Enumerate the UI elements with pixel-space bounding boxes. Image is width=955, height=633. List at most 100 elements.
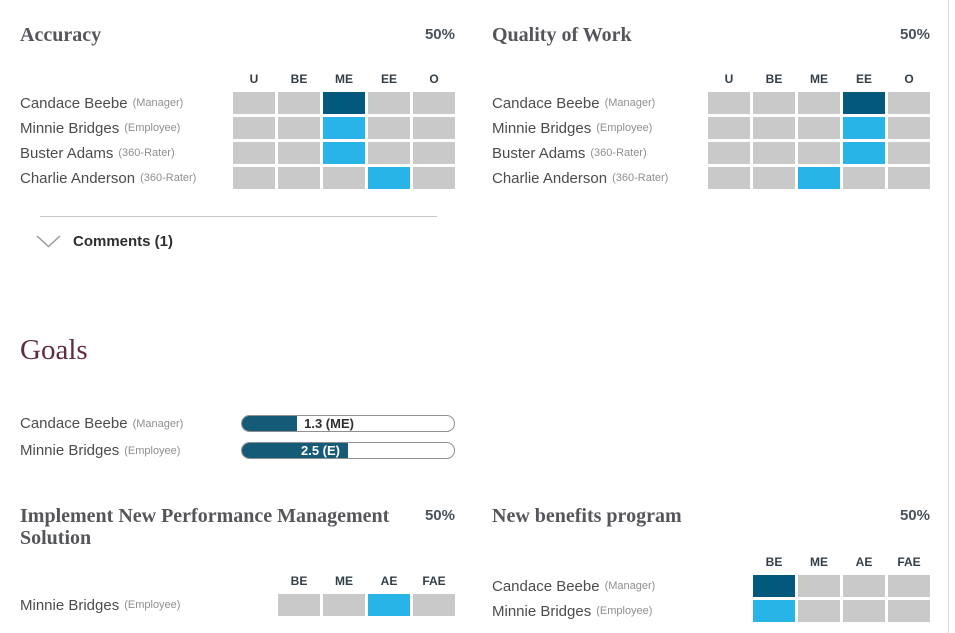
section-title: New benefits program xyxy=(492,505,682,527)
rating-cell xyxy=(368,92,410,114)
section-goal-implement: Implement New Performance Management Sol… xyxy=(20,505,455,619)
rating-cell-selected xyxy=(323,117,365,139)
section-title: Implement New Performance Management Sol… xyxy=(20,505,390,549)
rater-name: Candace Beebe xyxy=(20,415,128,432)
rating-cell xyxy=(278,167,320,189)
rater-label: Minnie Bridges (Employee) xyxy=(20,594,278,616)
rater-label: Buster Adams (360-Rater) xyxy=(492,142,708,164)
goals-heading-wrap: Goals xyxy=(20,334,88,366)
rating-cell-selected xyxy=(843,92,885,114)
goals-heading: Goals xyxy=(20,334,88,366)
rating-cell-selected xyxy=(368,594,410,616)
table-row: Charlie Anderson (360-Rater) xyxy=(492,167,930,189)
rater-role: (Employee) xyxy=(596,605,653,617)
section-header: Implement New Performance Management Sol… xyxy=(20,505,455,549)
chevron-down-icon xyxy=(36,235,61,248)
rating-cells xyxy=(233,117,455,139)
rating-cell xyxy=(413,594,455,616)
rating-column-header: FAE xyxy=(422,574,446,588)
matrix-header-spacer xyxy=(492,555,753,569)
rater-name: Buster Adams xyxy=(492,144,586,162)
rating-cells xyxy=(708,117,930,139)
rating-cell xyxy=(798,92,840,114)
rating-cell xyxy=(753,142,795,164)
rater-name: Minnie Bridges xyxy=(492,119,592,137)
rating-cells xyxy=(753,575,930,597)
table-row: Minnie Bridges (Employee) xyxy=(492,600,930,622)
rating-cell xyxy=(278,92,320,114)
rater-name: Candace Beebe xyxy=(20,94,128,112)
goal-summary-row: Minnie Bridges (Employee) 2.5 (E) xyxy=(20,437,455,464)
table-row: Minnie Bridges (Employee) xyxy=(20,117,455,139)
rating-cell-selected xyxy=(753,600,795,622)
rating-cell-selected xyxy=(753,575,795,597)
rating-cell xyxy=(413,92,455,114)
section-header: New benefits program 50% xyxy=(492,505,930,527)
rating-cells xyxy=(278,594,455,616)
rater-role: (Manager) xyxy=(604,97,656,109)
goal-rating-fill xyxy=(242,443,348,458)
goal-rating-bar: 2.5 (E) xyxy=(241,442,455,459)
matrix-header-spacer xyxy=(20,72,233,86)
rater-role: (Employee) xyxy=(124,444,181,457)
rater-label: Candace Beebe (Manager) xyxy=(20,415,241,432)
goal-rating-fill xyxy=(242,416,298,431)
rating-cell xyxy=(843,600,885,622)
rating-matrix: BE ME AE FAE Candace Beebe (Manager) Minnie Br… xyxy=(492,555,930,622)
rater-label: Candace Beebe (Manager) xyxy=(492,575,753,597)
scroll-divider xyxy=(948,0,949,633)
rater-name: Candace Beebe xyxy=(492,94,600,112)
rating-cell xyxy=(323,594,365,616)
rater-label: Candace Beebe (Manager) xyxy=(20,92,233,114)
table-row: Minnie Bridges (Employee) xyxy=(492,117,930,139)
rating-column-header: AE xyxy=(855,555,873,569)
rating-cell xyxy=(888,167,930,189)
table-row: Candace Beebe (Manager) xyxy=(492,575,930,597)
rating-cell xyxy=(278,117,320,139)
goal-rating-label: 2.5 (E) xyxy=(300,443,340,458)
rating-column-header: AE xyxy=(380,574,398,588)
rater-role: (Manager) xyxy=(132,97,184,109)
rater-label: Minnie Bridges (Employee) xyxy=(20,117,233,139)
matrix-header-cells: BE ME AE FAE xyxy=(278,574,455,588)
rating-cell xyxy=(843,167,885,189)
rating-column-header: BE xyxy=(290,72,308,86)
rating-column-header: O xyxy=(904,72,914,86)
section-header: Quality of Work 50% xyxy=(492,24,930,46)
rater-role: (Manager) xyxy=(604,580,656,592)
rating-cell xyxy=(368,117,410,139)
rater-role: (Employee) xyxy=(124,122,181,134)
matrix-header-row: BE ME AE FAE xyxy=(492,555,930,569)
matrix-header-row: BE ME AE FAE xyxy=(20,574,455,588)
goals-summary: Candace Beebe (Manager) 1.3 (ME) Minnie Bri… xyxy=(20,410,455,464)
rater-role: (Employee) xyxy=(124,599,181,611)
section-weight: 50% xyxy=(899,507,930,524)
rating-column-header: BE xyxy=(765,555,783,569)
rating-cell-selected xyxy=(798,167,840,189)
section-weight: 50% xyxy=(899,26,930,43)
rating-cell xyxy=(278,142,320,164)
rating-cell xyxy=(233,142,275,164)
rating-column-header: EE xyxy=(380,72,397,86)
rating-column-header: ME xyxy=(810,72,828,86)
rating-column-header: BE xyxy=(765,72,783,86)
rating-cell-selected xyxy=(843,117,885,139)
rater-name: Candace Beebe xyxy=(492,577,600,595)
rating-column-header: EE xyxy=(855,72,872,86)
table-row: Minnie Bridges (Employee) xyxy=(20,594,455,616)
rater-label: Candace Beebe (Manager) xyxy=(492,92,708,114)
rating-cells xyxy=(708,92,930,114)
rater-role: (360-Rater) xyxy=(118,147,175,159)
table-row: Buster Adams (360-Rater) xyxy=(492,142,930,164)
comments-label: Comments (1) xyxy=(73,233,174,250)
rater-label: Buster Adams (360-Rater) xyxy=(20,142,233,164)
rater-role: (360-Rater) xyxy=(140,172,197,184)
rating-cell xyxy=(753,117,795,139)
rating-cell xyxy=(708,142,750,164)
rating-cell xyxy=(753,92,795,114)
matrix-header-cells: U BE ME EE O xyxy=(708,72,930,86)
rater-name: Minnie Bridges xyxy=(20,596,120,614)
rating-cell xyxy=(798,575,840,597)
comments-toggle[interactable]: Comments (1) xyxy=(20,233,173,250)
table-row: Candace Beebe (Manager) xyxy=(20,92,455,114)
